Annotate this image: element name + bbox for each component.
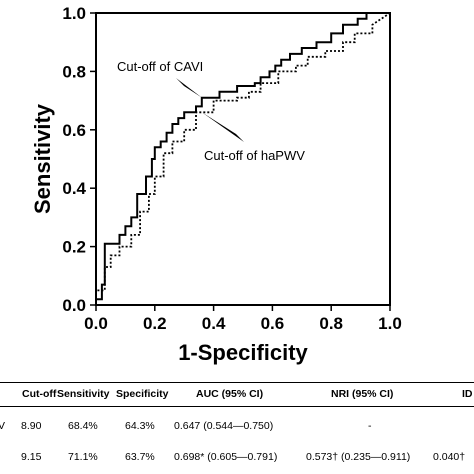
x-tick-label: 0.2	[143, 314, 167, 333]
y-tick-label: 0.0	[62, 296, 86, 315]
roc-chart: 0.0 0.2 0.4 0.6 0.8 1.0 0.0 0.2 0.4 0.6 0.8 1.0 Cut…	[30, 4, 402, 365]
row1-nri: -	[368, 420, 372, 432]
stats-table: Cut-off Sensitivity Specificity AUC (95%…	[0, 382, 474, 474]
row1-specificity: 64.3%	[125, 420, 155, 432]
table-header-rule	[0, 406, 474, 407]
x-tick-label: 0.6	[261, 314, 285, 333]
row1-cutoff: 8.90	[21, 420, 42, 432]
axis-ticks: 0.0 0.2 0.4 0.6 0.8 1.0 0.0 0.2 0.4 0.6 0.8 1.0	[62, 4, 401, 333]
series-layer	[95, 12, 391, 305]
row2-idi: 0.040†	[433, 451, 466, 463]
header-specificity: Specificity	[116, 388, 169, 400]
roc-line-series-1	[95, 12, 390, 305]
plot-frame	[95, 12, 391, 306]
annotations-layer: Cut-off of CAVI Cut-off of haPWV	[117, 59, 305, 163]
row2-specificity: 63.7%	[125, 451, 155, 463]
x-tick-label: 0.0	[84, 314, 108, 333]
row2-auc: 0.698* (0.605—0.791)	[174, 451, 278, 463]
header-idi: ID	[462, 388, 473, 400]
row1-label: V	[0, 420, 6, 432]
hapwv-cutoff-label: Cut-off of haPWV	[204, 148, 305, 163]
x-tick-label: 0.8	[319, 314, 343, 333]
table-top-rule	[0, 382, 474, 383]
y-axis-label: Sensitivity	[30, 103, 55, 214]
x-tick-label: 0.4	[202, 314, 226, 333]
row2-cutoff: 9.15	[21, 451, 42, 463]
header-sensitivity: Sensitivity	[57, 388, 110, 400]
cavi-cutoff-label: Cut-off of CAVI	[117, 59, 203, 74]
header-cutoff: Cut-off	[22, 388, 57, 400]
cavi-cutoff-arrow	[176, 78, 202, 98]
y-tick-label: 0.8	[62, 62, 86, 81]
y-tick-label: 0.4	[62, 179, 86, 198]
row2-nri: 0.573† (0.235—0.911)	[306, 451, 411, 463]
y-tick-label: 1.0	[62, 4, 86, 23]
header-nri: NRI (95% CI)	[331, 388, 394, 400]
y-tick-label: 0.2	[62, 238, 86, 257]
hapwv-cutoff-arrow	[201, 112, 244, 142]
row1-sensitivity: 68.4%	[68, 420, 98, 432]
row2-sensitivity: 71.1%	[68, 451, 98, 463]
row1-auc: 0.647 (0.544—0.750)	[174, 420, 274, 432]
roc-line-series-2	[95, 12, 391, 305]
x-tick-label: 1.0	[378, 314, 402, 333]
x-axis-label: 1-Specificity	[178, 340, 308, 365]
y-tick-label: 0.6	[62, 121, 86, 140]
header-auc: AUC (95% CI)	[196, 388, 264, 400]
